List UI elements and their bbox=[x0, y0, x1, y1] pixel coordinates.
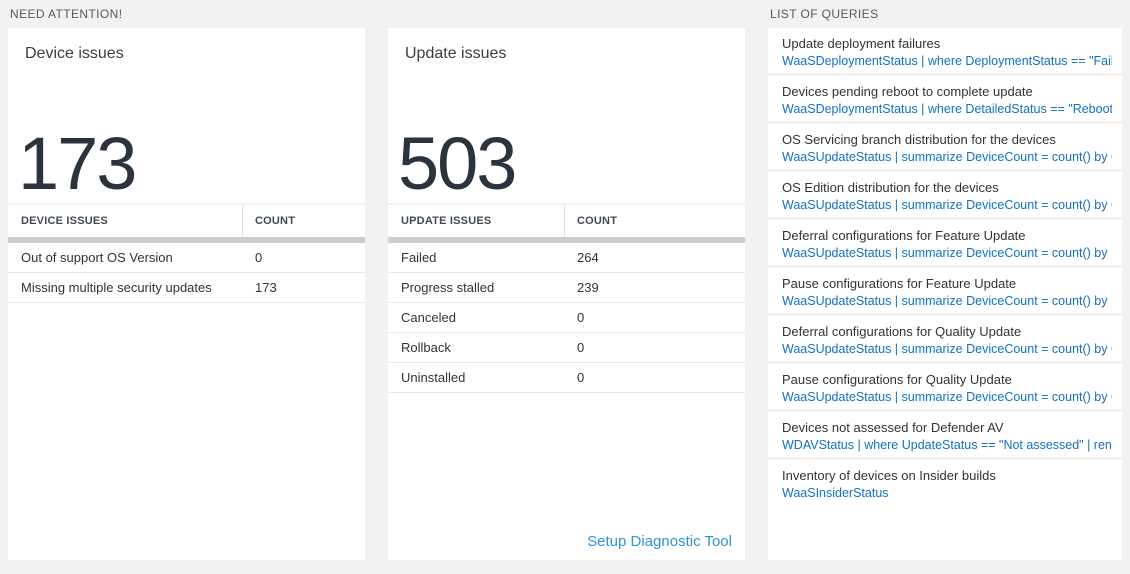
row-label: Out of support OS Version bbox=[21, 250, 173, 265]
row-count: 0 bbox=[255, 250, 263, 265]
query-text: WaaSDeploymentStatus | where DetailedSta… bbox=[782, 102, 1112, 116]
row-count: 0 bbox=[577, 370, 585, 385]
row-label: Missing multiple security updates bbox=[21, 280, 212, 295]
update-issues-count: 503 bbox=[398, 122, 517, 205]
list-of-queries-heading: LIST OF QUERIES bbox=[770, 7, 879, 21]
table-row[interactable]: Uninstalled 0 bbox=[388, 363, 745, 393]
query-title: Pause configurations for Quality Update bbox=[782, 372, 1012, 387]
query-list-item[interactable]: OS Servicing branch distribution for the… bbox=[768, 124, 1122, 169]
table-row[interactable]: Canceled 0 bbox=[388, 303, 745, 333]
table-row[interactable]: Progress stalled 239 bbox=[388, 273, 745, 303]
query-title: Devices not assessed for Defender AV bbox=[782, 420, 1004, 435]
device-issues-count: 173 bbox=[18, 122, 137, 205]
row-count: 264 bbox=[577, 250, 599, 265]
setup-diagnostic-tool-link[interactable]: Setup Diagnostic Tool bbox=[587, 533, 732, 550]
queries-column: LIST OF QUERIES Update deployment failur… bbox=[768, 0, 1122, 560]
table-row[interactable]: Out of support OS Version 0 bbox=[8, 243, 365, 273]
query-list-item[interactable]: OS Edition distribution for the devices … bbox=[768, 172, 1122, 217]
query-title: Deferral configurations for Quality Upda… bbox=[782, 324, 1022, 339]
need-attention-heading-spacer bbox=[388, 0, 745, 28]
update-issues-column: Update issues 503 UPDATE ISSUES COUNT Fa… bbox=[388, 0, 745, 560]
grid-header-separator bbox=[8, 237, 365, 243]
col-header-count: COUNT bbox=[577, 215, 618, 227]
row-label: Uninstalled bbox=[401, 370, 466, 385]
grid-header-separator bbox=[388, 237, 745, 243]
query-list-item[interactable]: Deferral configurations for Feature Upda… bbox=[768, 220, 1122, 265]
table-row[interactable]: Rollback 0 bbox=[388, 333, 745, 363]
query-list-item[interactable]: Pause configurations for Feature Update … bbox=[768, 268, 1122, 313]
device-issues-card[interactable]: Device issues 173 bbox=[8, 28, 365, 203]
row-count: 173 bbox=[255, 280, 277, 295]
query-list-item[interactable]: Pause configurations for Quality Update … bbox=[768, 364, 1122, 409]
table-row[interactable]: Missing multiple security updates 173 bbox=[8, 273, 365, 303]
query-text: WDAVStatus | where UpdateStatus == "Not … bbox=[782, 438, 1112, 452]
update-issues-card-title: Update issues bbox=[405, 45, 507, 62]
query-text: WaaSDeploymentStatus | where DeploymentS… bbox=[782, 54, 1112, 68]
device-issues-column: NEED ATTENTION! Device issues 173 DEVICE… bbox=[8, 0, 365, 560]
query-title: OS Edition distribution for the devices bbox=[782, 180, 999, 195]
query-text: WaaSUpdateStatus | summarize DeviceCount… bbox=[782, 390, 1112, 404]
query-text: WaaSUpdateStatus | summarize DeviceCount… bbox=[782, 150, 1112, 164]
query-title: Update deployment failures bbox=[782, 36, 941, 51]
query-text: WaaSUpdateStatus | summarize DeviceCount… bbox=[782, 198, 1112, 212]
row-count: 0 bbox=[577, 340, 585, 355]
device-issues-table: DEVICE ISSUES COUNT Out of support OS Ve… bbox=[8, 205, 365, 560]
col-header-update-issues: UPDATE ISSUES bbox=[388, 205, 565, 237]
update-issues-table: UPDATE ISSUES COUNT Failed 264 Progress … bbox=[388, 205, 745, 560]
query-list-item[interactable]: Update deployment failures WaaSDeploymen… bbox=[768, 28, 1122, 73]
row-label: Canceled bbox=[401, 310, 456, 325]
query-list-item[interactable]: Devices pending reboot to complete updat… bbox=[768, 76, 1122, 121]
update-issues-table-header: UPDATE ISSUES COUNT bbox=[388, 205, 745, 237]
update-issues-card[interactable]: Update issues 503 bbox=[388, 28, 745, 203]
query-title: Deferral configurations for Feature Upda… bbox=[782, 228, 1026, 243]
device-issues-table-header: DEVICE ISSUES COUNT bbox=[8, 205, 365, 237]
query-title: Devices pending reboot to complete updat… bbox=[782, 84, 1033, 99]
query-title: OS Servicing branch distribution for the… bbox=[782, 132, 1056, 147]
query-list-item[interactable]: Deferral configurations for Quality Upda… bbox=[768, 316, 1122, 361]
row-count: 239 bbox=[577, 280, 599, 295]
need-attention-heading: NEED ATTENTION! bbox=[10, 7, 123, 21]
query-title: Inventory of devices on Insider builds bbox=[782, 468, 996, 483]
query-list-item[interactable]: Devices not assessed for Defender AV WDA… bbox=[768, 412, 1122, 457]
query-text: WaaSUpdateStatus | summarize DeviceCount… bbox=[782, 246, 1112, 260]
row-label: Progress stalled bbox=[401, 280, 495, 295]
row-count: 0 bbox=[577, 310, 585, 325]
col-header-count: COUNT bbox=[255, 215, 296, 227]
row-label: Failed bbox=[401, 250, 437, 265]
query-text: WaaSUpdateStatus | summarize DeviceCount… bbox=[782, 342, 1112, 356]
table-row[interactable]: Failed 264 bbox=[388, 243, 745, 273]
device-issues-card-title: Device issues bbox=[25, 45, 124, 62]
query-text: WaaSInsiderStatus bbox=[782, 486, 889, 500]
query-list-item[interactable]: Inventory of devices on Insider builds W… bbox=[768, 460, 1122, 560]
col-header-device-issues: DEVICE ISSUES bbox=[8, 205, 243, 237]
query-title: Pause configurations for Feature Update bbox=[782, 276, 1017, 291]
row-label: Rollback bbox=[401, 340, 451, 355]
query-text: WaaSUpdateStatus | summarize DeviceCount… bbox=[782, 294, 1112, 308]
